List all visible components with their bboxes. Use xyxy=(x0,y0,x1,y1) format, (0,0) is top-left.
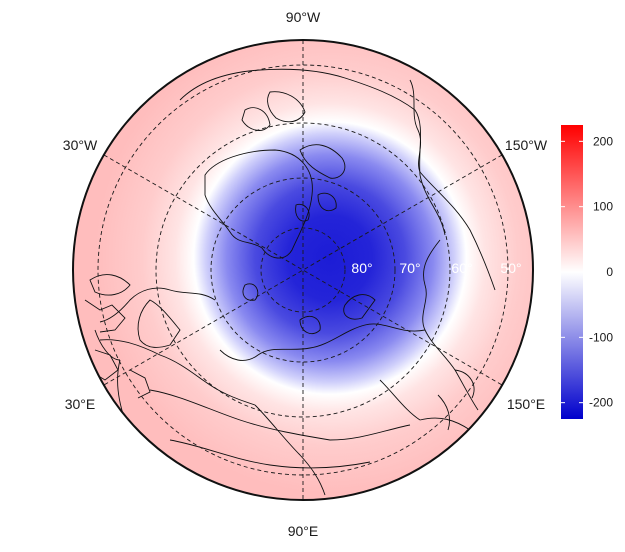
colorbar-ramp xyxy=(561,125,583,419)
parallel-60 xyxy=(155,122,451,418)
lon-label-upper-left: 30°W xyxy=(63,137,98,153)
lon-label-lower-right: 150°E xyxy=(507,396,545,412)
field-disk xyxy=(73,40,533,500)
parallel-70 xyxy=(210,177,396,363)
colorbar-tick-label: 100 xyxy=(593,200,613,214)
colorbar: 200 100 0 -100 -200 xyxy=(561,125,613,419)
lon-label-bottom: 90°E xyxy=(288,523,319,539)
colorbar-tick-label: 200 xyxy=(593,134,613,148)
lon-label-lower-left: 30°E xyxy=(65,396,96,412)
lat-label-50: 50° xyxy=(500,260,521,276)
lon-label-top: 90°W xyxy=(286,9,321,25)
lat-label-60: 60° xyxy=(451,260,472,276)
colorbar-ticks: 200 100 0 -100 -200 xyxy=(561,134,613,410)
colorbar-tick-label: -100 xyxy=(589,330,613,344)
graticule xyxy=(97,40,509,500)
colorbar-tick-label: -200 xyxy=(589,396,613,410)
colorbar-tick-label: 0 xyxy=(606,265,613,279)
parallel-80 xyxy=(260,227,346,313)
lat-label-70: 70° xyxy=(399,260,420,276)
map-border xyxy=(72,39,534,501)
lon-label-upper-right: 150°W xyxy=(505,137,548,153)
lat-label-80: 80° xyxy=(351,260,372,276)
parallel-50 xyxy=(97,64,509,476)
